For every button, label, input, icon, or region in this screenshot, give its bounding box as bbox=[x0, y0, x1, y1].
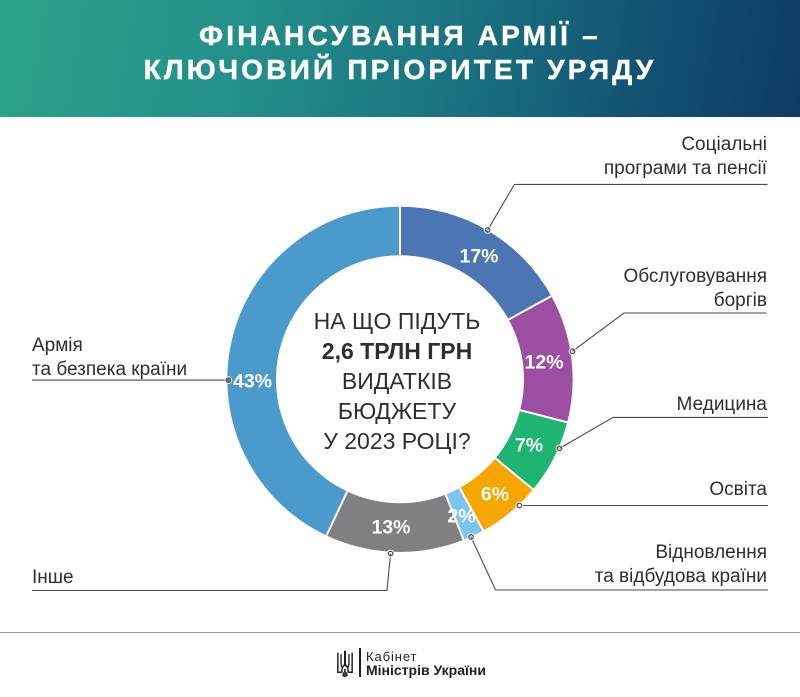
svg-text:17%: 17% bbox=[459, 246, 498, 268]
svg-text:6%: 6% bbox=[481, 484, 509, 506]
svg-text:12%: 12% bbox=[524, 352, 563, 374]
svg-text:7%: 7% bbox=[515, 435, 543, 457]
svg-text:13%: 13% bbox=[371, 517, 410, 539]
svg-text:43%: 43% bbox=[233, 371, 272, 393]
svg-text:2%: 2% bbox=[447, 506, 475, 528]
